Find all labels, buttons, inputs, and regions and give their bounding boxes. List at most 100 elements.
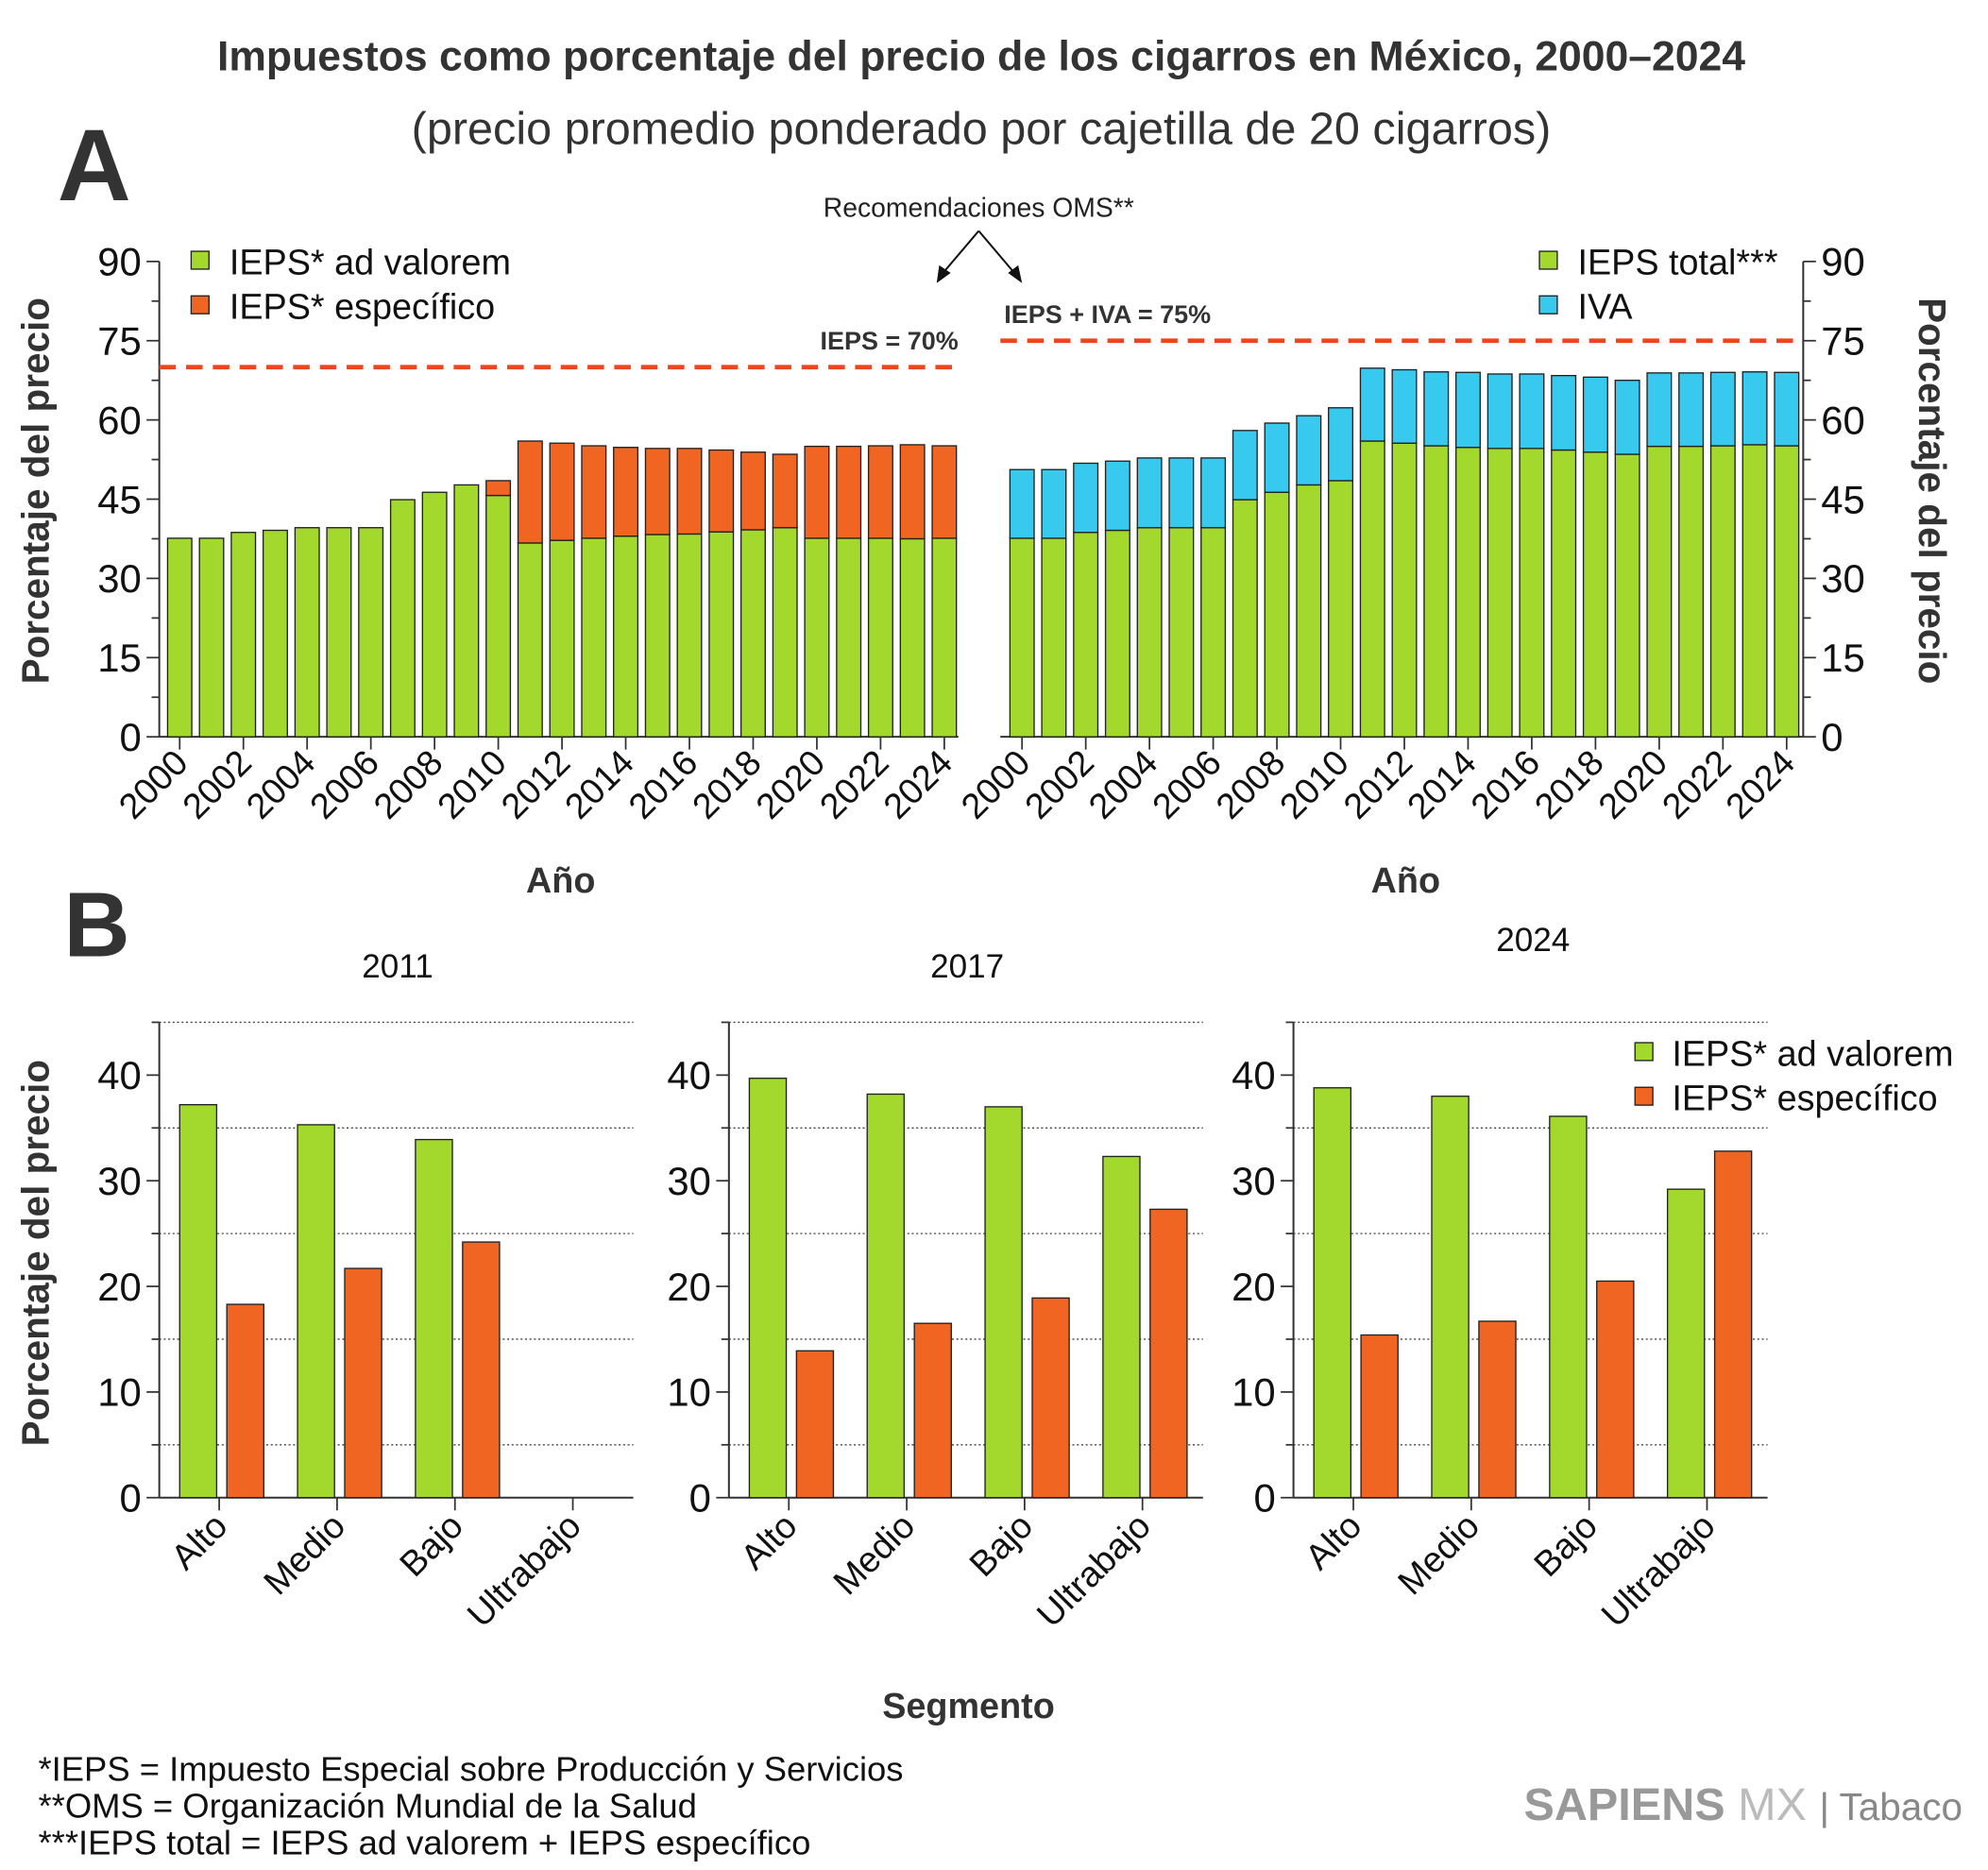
- bar-ultrabajo-especifico: [1713, 1150, 1753, 1499]
- x-tick-label: 2012: [494, 743, 578, 827]
- panel-b-label: B: [63, 873, 129, 976]
- x-axis-title-b: Segmento: [882, 1687, 1055, 1726]
- x-tick-label: 2002: [1018, 743, 1102, 827]
- y-tick-label: 90: [97, 240, 142, 284]
- y-tick-label: 40: [1232, 1053, 1276, 1097]
- bar-2006-base: [1200, 527, 1227, 738]
- chart-title: 2017: [930, 948, 1004, 985]
- bar-2010-top: [485, 480, 512, 497]
- bar-2014-top: [613, 447, 639, 537]
- bar-2013-top: [581, 445, 607, 539]
- bar-2007-base: [1232, 499, 1258, 738]
- bar-2002-base: [230, 532, 257, 738]
- arrow-right-head: [1008, 264, 1023, 283]
- logo: SAPIENS MX | Tabaco: [1523, 1779, 1963, 1830]
- bar-bajo-ad-valorem: [1549, 1115, 1588, 1499]
- bar-2018-top: [1582, 376, 1608, 453]
- bar-2003-base: [1104, 529, 1130, 738]
- bar-2017-top: [1551, 374, 1577, 451]
- bar-2024-top: [1774, 371, 1800, 447]
- x-tick-label: 2004: [1081, 743, 1165, 827]
- bar-2021-base: [1678, 445, 1705, 738]
- bar-2005-top: [1168, 457, 1195, 529]
- y-tick-label: 20: [1232, 1265, 1276, 1309]
- x-tick-label: Ultrabajo: [460, 1506, 589, 1636]
- y-tick-label: 20: [97, 1265, 142, 1309]
- bar-2012-base: [1391, 442, 1418, 738]
- bar-2011-top: [1359, 367, 1385, 442]
- who-annotation: Recomendaciones OMS**: [824, 194, 1134, 224]
- y-axis-title: Porcentaje del precio: [1911, 298, 1954, 684]
- bar-2000-base: [1009, 537, 1035, 738]
- bar-2023-top: [899, 444, 926, 540]
- x-tick-label: 2020: [1591, 743, 1675, 827]
- reference-line-label: IEPS = 70%: [821, 327, 959, 355]
- bar-2020-top: [1646, 372, 1673, 448]
- bar-2020-top: [804, 445, 830, 539]
- y-tick-label: 30: [667, 1159, 711, 1203]
- bar-2005-base: [1168, 527, 1195, 738]
- bar-2014-base: [613, 535, 639, 738]
- x-tick-label: Medio: [1391, 1506, 1487, 1603]
- x-tick-label: 2004: [239, 743, 323, 827]
- bar-ultrabajo-especifico: [1149, 1208, 1188, 1499]
- x-tick-label: 2002: [176, 743, 260, 827]
- legend-swatch: [1538, 250, 1558, 270]
- x-tick-label: 2022: [812, 743, 896, 827]
- x-tick-label: 2018: [686, 743, 770, 827]
- bar-2008-base: [1264, 491, 1290, 738]
- y-tick-label: 0: [1253, 1476, 1275, 1521]
- x-tick-label: Alto: [1298, 1506, 1369, 1578]
- y-axis-title-b: Porcentaje del precio: [13, 1060, 57, 1446]
- bar-2020-base: [804, 537, 830, 738]
- y-tick-label: 60: [97, 398, 142, 442]
- figure-subtitle: (precio promedio ponderado por cajetilla…: [412, 104, 1552, 155]
- legend-swatch-b: [1634, 1086, 1654, 1106]
- bar-2018-top: [739, 451, 766, 531]
- bar-2016-base: [676, 533, 703, 738]
- bar-2012-top: [549, 442, 575, 541]
- bar-bajo-ad-valorem: [984, 1106, 1023, 1499]
- x-tick-label: 2016: [1464, 743, 1548, 827]
- bar-2015-top: [644, 448, 671, 536]
- bar-medio-especifico: [1478, 1320, 1517, 1499]
- bar-2001-base: [1041, 537, 1067, 738]
- y-tick-label: 0: [1821, 715, 1843, 759]
- bar-2011-base: [1359, 440, 1385, 738]
- bar-2024-top: [931, 445, 958, 539]
- bar-2007-top: [1232, 430, 1258, 501]
- bar-bajo-especifico: [1596, 1280, 1635, 1499]
- bar-alto-especifico: [226, 1303, 264, 1499]
- x-tick-label: Ultrabajo: [1594, 1506, 1724, 1636]
- x-tick-label: 2006: [1146, 743, 1230, 827]
- chart-title: 2011: [362, 948, 433, 985]
- bar-2016-top: [1519, 373, 1545, 450]
- x-tick-label: 2014: [558, 743, 642, 827]
- footnote-1: *IEPS = Impuesto Especial sobre Producci…: [38, 1749, 903, 1788]
- bar-medio-ad-valorem: [297, 1124, 335, 1499]
- x-tick-label: 2024: [1719, 743, 1803, 827]
- y-tick-label: 30: [97, 1159, 142, 1203]
- y-tick-label: 10: [667, 1370, 711, 1415]
- annotation-arrows: [942, 230, 1015, 274]
- x-axis-title: Año: [1371, 861, 1440, 901]
- y-tick-label: 40: [667, 1053, 711, 1097]
- bar-2023-base: [899, 537, 926, 738]
- y-tick-label: 45: [1821, 477, 1865, 521]
- legend-label: IVA: [1578, 288, 1634, 328]
- bar-2008-top: [1264, 422, 1290, 493]
- bar-2019-base: [1614, 453, 1640, 738]
- bar-2003-base: [262, 529, 288, 738]
- y-tick-label: 60: [1821, 398, 1865, 442]
- x-tick-label: 2018: [1527, 743, 1611, 827]
- bar-2015-base: [644, 534, 671, 738]
- x-tick-label: 2020: [749, 743, 833, 827]
- y-tick-label: 0: [120, 1476, 142, 1521]
- bar-medio-especifico: [913, 1322, 952, 1499]
- bar-2001-top: [1041, 468, 1067, 539]
- x-tick-label: Ultrabajo: [1029, 1506, 1159, 1636]
- bar-2021-top: [836, 445, 862, 539]
- x-tick-label: Alto: [164, 1506, 236, 1578]
- y-tick-label: 75: [97, 319, 142, 364]
